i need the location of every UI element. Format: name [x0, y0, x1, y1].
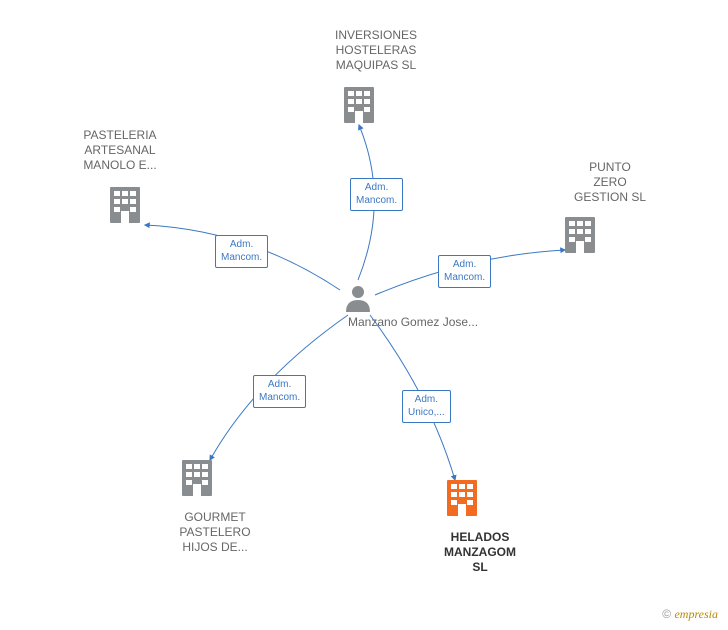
building-icon-punto — [565, 217, 595, 253]
building-icon-inversiones — [344, 87, 374, 123]
edge-label-helados: Adm. Unico,... — [402, 390, 451, 423]
building-icon-gourmet — [182, 460, 212, 496]
edge-label-pasteleria: Adm. Mancom. — [215, 235, 268, 268]
edge-label-gourmet: Adm. Mancom. — [253, 375, 306, 408]
center-label: Manzano Gomez Jose... — [348, 315, 478, 330]
copyright: © empresia — [662, 607, 718, 622]
copyright-symbol: © — [662, 607, 671, 621]
node-label-pasteleria: PASTELERIA ARTESANAL MANOLO E... — [70, 128, 170, 173]
node-label-gourmet: GOURMET PASTELERO HIJOS DE... — [165, 510, 265, 555]
node-label-helados: HELADOS MANZAGOM SL — [425, 530, 535, 575]
building-icon-helados — [447, 480, 477, 516]
person-icon — [346, 286, 370, 312]
building-icon-pasteleria — [110, 187, 140, 223]
node-label-inversiones: INVERSIONES HOSTELERAS MAQUIPAS SL — [321, 28, 431, 73]
edge-label-punto: Adm. Mancom. — [438, 255, 491, 288]
edge-label-inversiones: Adm. Mancom. — [350, 178, 403, 211]
copyright-brand: empresia — [674, 607, 718, 621]
node-label-punto: PUNTO ZERO GESTION SL — [560, 160, 660, 205]
